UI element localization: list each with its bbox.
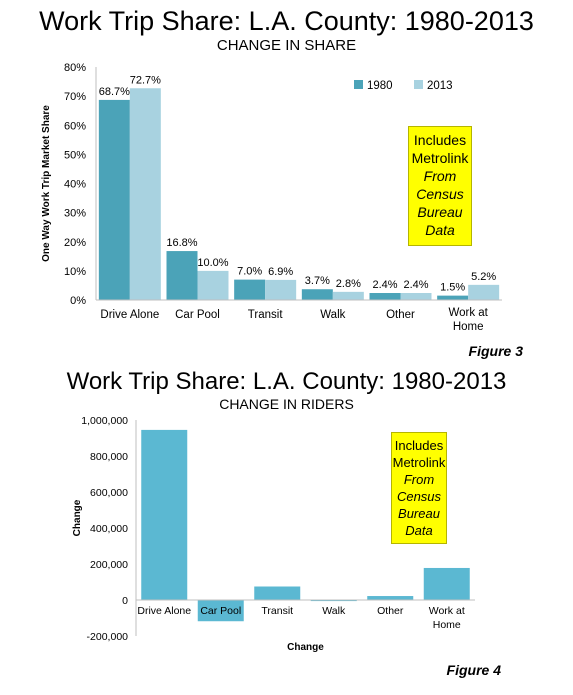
- y-axis-title: One Way Work Trip Market Share: [41, 105, 52, 262]
- figure-4-label: Figure 4: [446, 662, 501, 678]
- data-label: 72.7%: [130, 74, 161, 86]
- x-tick-label: Walk: [322, 605, 346, 617]
- note-line: Metrolink: [411, 150, 469, 166]
- bar-1980: [301, 289, 333, 300]
- bar-2013: [332, 291, 364, 300]
- bar-2013: [129, 88, 161, 300]
- bar-change: [197, 600, 244, 622]
- y-tick-label: 80%: [64, 62, 86, 74]
- y-tick-label: 30%: [64, 208, 86, 220]
- y-tick-label: 20%: [64, 237, 86, 249]
- data-label: 10.0%: [197, 257, 228, 269]
- y-tick-label: 60%: [64, 120, 86, 132]
- note-line: Metrolink: [392, 455, 446, 470]
- bar-1980: [234, 279, 266, 300]
- note-line: Bureau: [417, 204, 463, 220]
- chart1-plot: 0% 10% 20% 30% 40% 50% 60% 70% 80% One Way Work T…: [41, 62, 502, 333]
- x-tick-label: Other: [377, 605, 404, 617]
- bar-1980: [166, 251, 198, 300]
- note-line: Data: [425, 222, 455, 238]
- bar-2013: [468, 284, 500, 300]
- x-tick-label: Walk: [320, 309, 345, 321]
- bar-1980: [437, 295, 469, 300]
- note-line: Data: [405, 523, 433, 538]
- note-line: From: [403, 472, 435, 487]
- x-tick-label: Work at: [429, 605, 465, 617]
- data-label: 16.8%: [166, 237, 197, 249]
- y-axis-title: Change: [72, 499, 83, 536]
- note-line: Census: [416, 186, 464, 202]
- data-label: 6.9%: [268, 266, 293, 278]
- x-tick-label: Car Pool: [200, 605, 241, 617]
- data-label: 68.7%: [99, 86, 130, 98]
- bar-2013: [197, 270, 229, 300]
- data-label: 2.4%: [403, 279, 428, 291]
- bar-change: [141, 429, 188, 600]
- chart1-note: Includes Metrolink From Census Bureau Da…: [408, 126, 472, 246]
- data-label: 3.7%: [305, 275, 330, 287]
- y-tick-label: 0%: [70, 295, 86, 307]
- bar-2013: [265, 279, 297, 300]
- x-tick-label: Work at: [448, 307, 488, 319]
- bar-change: [367, 596, 414, 600]
- chart2-plot: -200,000 0 200,000 400,000 600,000 800,000 1,0…: [72, 415, 475, 653]
- note-line: Includes: [394, 438, 444, 453]
- y-tick-label: 40%: [64, 179, 86, 191]
- chart2-note: Includes Metrolink From Census Bureau Da…: [391, 432, 447, 544]
- data-label: 5.2%: [471, 271, 496, 283]
- y-tick-label: -200,000: [87, 631, 129, 643]
- x-tick-label: Drive Alone: [100, 309, 159, 321]
- bar-2013: [400, 293, 432, 300]
- y-tick-label: 10%: [64, 266, 86, 278]
- data-label: 2.8%: [336, 278, 361, 290]
- y-tick-label: 200,000: [90, 559, 128, 571]
- figure-3-label: Figure 3: [468, 343, 523, 359]
- bar-change: [310, 600, 357, 602]
- x-tick-label: Home: [433, 619, 461, 631]
- y-tick-label: 0: [122, 595, 128, 607]
- bar-change: [254, 586, 301, 600]
- legend-swatch-1980: [354, 80, 363, 89]
- chart2-title: Work Trip Share: L.A. County: 1980-2013: [66, 368, 507, 395]
- x-tick-label: Other: [386, 309, 415, 321]
- bar-1980: [98, 99, 130, 300]
- y-tick-label: 800,000: [90, 451, 128, 463]
- x-tick-label: Transit: [248, 309, 284, 321]
- y-tick-label: 600,000: [90, 487, 128, 499]
- note-line: Census: [396, 489, 442, 504]
- x-tick-label: Transit: [261, 605, 293, 617]
- x-axis-title: Change: [287, 642, 324, 653]
- x-tick-label: Drive Alone: [137, 605, 191, 617]
- chart2-subtitle: CHANGE IN RIDERS: [219, 396, 354, 412]
- y-tick-label: 1,000,000: [81, 415, 128, 427]
- legend-label-1980: 1980: [367, 80, 393, 92]
- y-tick-label: 50%: [64, 149, 86, 161]
- note-line: From: [423, 168, 457, 184]
- chart1-subtitle: CHANGE IN SHARE: [216, 37, 357, 54]
- y-tick-label: 400,000: [90, 523, 128, 535]
- data-label: 7.0%: [237, 266, 262, 278]
- x-tick-label: Home: [453, 321, 484, 333]
- chart1-title: Work Trip Share: L.A. County: 1980-2013: [39, 6, 534, 36]
- legend-label-2013: 2013: [427, 80, 453, 92]
- bar-1980: [369, 293, 401, 300]
- data-label: 1.5%: [440, 282, 465, 294]
- data-label: 2.4%: [372, 279, 397, 291]
- note-line: Bureau: [398, 506, 440, 521]
- note-line: Includes: [413, 132, 467, 148]
- y-tick-label: 70%: [64, 91, 86, 103]
- x-tick-label: Car Pool: [175, 309, 220, 321]
- bar-change: [423, 567, 470, 600]
- legend-swatch-2013: [414, 80, 423, 89]
